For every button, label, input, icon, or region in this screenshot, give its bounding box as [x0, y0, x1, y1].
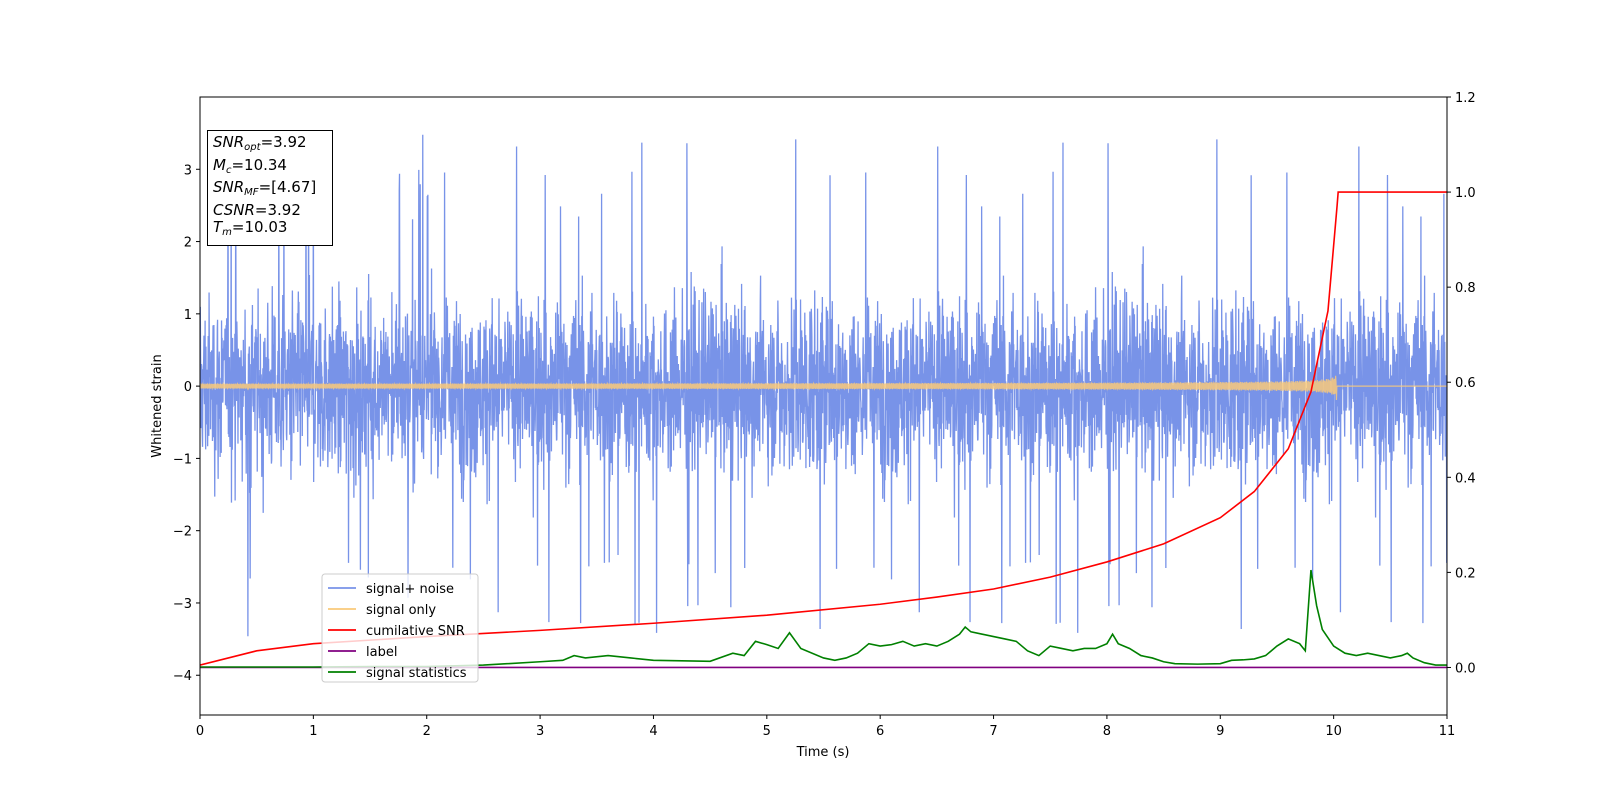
legend-entry: signal+ noise — [366, 582, 454, 597]
x-tick-label: 7 — [989, 724, 997, 739]
x-tick-label: 5 — [763, 724, 771, 739]
y-left-tick-label: 0 — [184, 380, 192, 395]
x-tick-label: 4 — [649, 724, 657, 739]
series-signal-noise — [200, 134, 1447, 637]
csnr-line: CSNR=3.92 — [213, 200, 301, 219]
x-tick-label: 8 — [1103, 724, 1111, 739]
axes: 0 1 2 3 4 5 6 7 8 9 10 11 −4 −3 −2 −1 0 1 2 3 0.0 0.2 0.4 0.6 0.… — [173, 91, 1476, 739]
x-tick-label: 10 — [1325, 724, 1342, 739]
x-tick-label: 1 — [309, 724, 317, 739]
y-right-tick-label: 0.2 — [1455, 566, 1476, 581]
x-tick-label: 11 — [1439, 724, 1456, 739]
y-left-tick-label: 3 — [184, 163, 192, 178]
y-left-tick-label: −1 — [173, 452, 192, 467]
legend-entry: signal statistics — [366, 666, 467, 681]
series-signal-statistics — [200, 569, 1447, 668]
x-tick-label: 0 — [196, 724, 204, 739]
legend-frame — [321, 573, 479, 683]
y-left-tick-label: 2 — [184, 236, 192, 251]
series-signal-only — [200, 375, 1447, 400]
y-right-tick-label: 1.0 — [1455, 186, 1476, 201]
legend-entry: label — [366, 645, 397, 660]
snr-mf-line: SNRMF=[4.67] — [213, 178, 317, 198]
x-tick-label: 3 — [536, 724, 544, 739]
y-right-tick-label: 0.6 — [1455, 376, 1476, 391]
merger-time-line: Tm=10.03 — [213, 218, 288, 238]
y-left-tick-label: −4 — [173, 669, 192, 684]
legend-entry: signal only — [366, 603, 436, 618]
plot-frame — [199, 96, 1448, 716]
legend: signal+ noise signal only cumilative SNR la… — [321, 573, 479, 683]
stats-info-box: SNRopt=3.92 Mc=10.34 SNRMF=[4.67] CSNR=3… — [207, 130, 333, 246]
x-tick-label: 9 — [1216, 724, 1224, 739]
y-right-tick-label: 1.2 — [1455, 91, 1476, 106]
chirp-mass-line: Mc=10.34 — [213, 155, 287, 176]
y-left-tick-label: 1 — [184, 308, 192, 323]
y-right-tick-label: 0.4 — [1455, 471, 1476, 486]
y-axis-label: Whitened strain — [150, 354, 165, 457]
snr-opt-line: SNRopt=3.92 — [213, 133, 307, 153]
x-tick-label: 6 — [876, 724, 884, 739]
y-right-tick-label: 0.0 — [1455, 661, 1476, 676]
x-tick-label: 2 — [423, 724, 431, 739]
x-axis-label: Time (s) — [796, 745, 850, 760]
y-left-tick-label: −3 — [173, 597, 192, 612]
legend-entry: cumilative SNR — [366, 624, 465, 639]
y-left-tick-label: −2 — [173, 525, 192, 540]
y-right-tick-label: 0.8 — [1455, 281, 1476, 296]
